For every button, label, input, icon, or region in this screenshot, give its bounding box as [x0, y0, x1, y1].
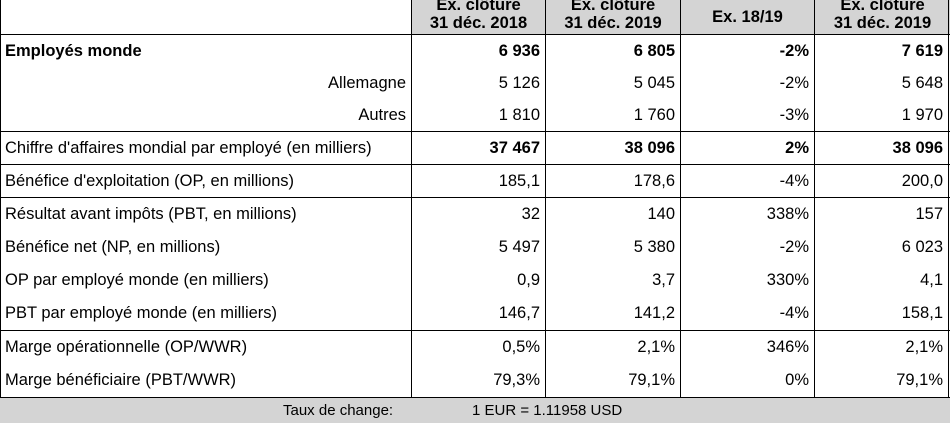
row-value-2018: 6 936	[498, 41, 540, 60]
row-value-change: 330%	[766, 271, 809, 290]
col-rule-0	[0, 0, 1, 398]
row-value-2019: 79,1%	[628, 371, 675, 390]
row-label: Résultat avant impôts (PBT, en millions)	[5, 205, 297, 224]
row-value-2019b: 79,1%	[896, 371, 943, 390]
exchange-rate-value: 1 EUR = 1.11958 USD	[472, 402, 623, 419]
row-value-2019: 2,1%	[637, 338, 675, 357]
row-value-change: -2%	[779, 238, 809, 257]
row-value-2018: 146,7	[498, 304, 540, 323]
row-value-2018: 32	[521, 205, 540, 224]
row-value-change: -2%	[779, 41, 809, 60]
header-col-2018-line1: Ex. clôture	[436, 0, 521, 14]
header-col-2019b: Ex. clôture 31 déc. 2019	[815, 0, 950, 34]
row-value-2019: 5 380	[633, 238, 675, 257]
header-col-2019: Ex. clôture 31 déc. 2019	[546, 0, 680, 34]
rule-margins	[0, 397, 950, 398]
row-value-2019b: 200,0	[901, 171, 943, 190]
header-col-change: Ex. 18/19	[681, 0, 814, 34]
row-value-2018: 1 810	[498, 105, 540, 124]
row-value-2019b: 6 023	[901, 238, 943, 257]
row-value-2018: 37 467	[489, 138, 540, 157]
row-value-change: -3%	[779, 105, 809, 124]
header-col-2018: Ex. clôture 31 déc. 2018	[412, 0, 545, 34]
exchange-rate-footer	[0, 398, 950, 423]
row-label: Autres	[358, 105, 406, 124]
row-value-2019: 141,2	[633, 304, 675, 323]
rule-op	[0, 197, 950, 198]
row-value-2019: 3,7	[652, 271, 675, 290]
row-label: Bénéfice d'exploitation (OP, en millions…	[5, 171, 294, 190]
rule-employees	[0, 131, 950, 132]
header-col-2019b-line1: Ex. clôture	[840, 0, 925, 14]
row-value-2018: 185,1	[498, 171, 540, 190]
row-value-change: -2%	[779, 73, 809, 92]
row-label: Marge opérationnelle (OP/WWR)	[5, 338, 248, 357]
row-label: Bénéfice net (NP, en millions)	[5, 238, 221, 257]
row-value-change: 346%	[766, 338, 809, 357]
row-value-2019b: 4,1	[920, 271, 943, 290]
rule-revenue	[0, 164, 950, 165]
row-value-2018: 0,5%	[502, 338, 540, 357]
row-value-2019b: 2,1%	[905, 338, 943, 357]
rule-header	[0, 34, 950, 35]
row-label: Chiffre d'affaires mondial par employé (…	[5, 138, 372, 157]
row-value-2019: 38 096	[624, 138, 675, 157]
row-value-change: 2%	[785, 138, 809, 157]
row-value-2019b: 157	[915, 205, 943, 224]
row-value-2019b: 1 970	[901, 105, 943, 124]
row-value-2018: 5 497	[498, 238, 540, 257]
col-rule-1	[411, 0, 412, 398]
row-label: Allemagne	[328, 73, 406, 92]
row-label: Employés monde	[5, 41, 142, 60]
row-value-2019: 6 805	[633, 41, 675, 60]
row-value-2019b: 38 096	[892, 138, 943, 157]
header-col-change-line1: Ex. 18/19	[712, 8, 783, 26]
row-label: PBT par employé monde (en milliers)	[5, 304, 278, 323]
row-value-2018: 79,3%	[493, 371, 540, 390]
header-col-2019-line1: Ex. clôture	[570, 0, 656, 14]
row-value-2019: 1 760	[633, 105, 675, 124]
row-value-2019: 178,6	[633, 171, 675, 190]
row-value-change: 338%	[766, 205, 809, 224]
row-label: Marge bénéficiaire (PBT/WWR)	[5, 371, 237, 390]
row-label: OP par employé monde (en milliers)	[5, 271, 269, 290]
header-col-2019b-line2: 31 déc. 2019	[833, 14, 932, 32]
row-value-2019: 5 045	[633, 73, 675, 92]
row-value-change: 0%	[785, 371, 809, 390]
col-rule-2	[545, 0, 546, 398]
rule-per-employee	[0, 330, 950, 331]
row-value-2019b: 7 619	[901, 41, 943, 60]
row-value-2019b: 5 648	[901, 73, 943, 92]
col-rule-5	[948, 0, 949, 398]
row-value-2018: 5 126	[498, 73, 540, 92]
row-value-change: -4%	[779, 304, 809, 323]
col-rule-4	[814, 0, 815, 398]
row-value-change: -4%	[779, 171, 809, 190]
exchange-rate-label: Taux de change:	[283, 402, 394, 419]
header-col-2018-line2: 31 déc. 2018	[429, 14, 528, 32]
row-value-2018: 0,9	[517, 271, 540, 290]
row-value-2019b: 158,1	[901, 304, 943, 323]
row-value-2019: 140	[647, 205, 675, 224]
col-rule-3	[680, 0, 681, 398]
header-col-2019-line2: 31 déc. 2019	[564, 14, 662, 32]
